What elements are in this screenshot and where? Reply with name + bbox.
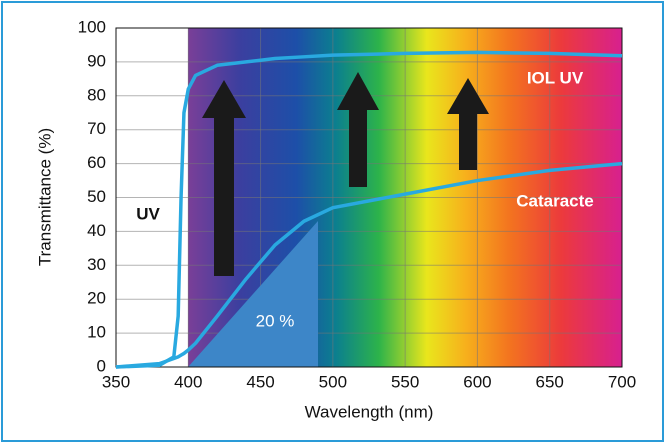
x-tick-label: 700 [608,372,636,391]
y-tick-label: 20 [87,289,106,308]
y-tick-label: 70 [87,119,106,138]
series-label: IOL UV [527,68,584,87]
y-tick-label: 30 [87,255,106,274]
x-tick-label: 350 [102,372,130,391]
y-tick-label: 90 [87,51,106,70]
y-tick-label: 40 [87,221,106,240]
annotation: 20 % [256,311,295,330]
x-tick-label: 650 [536,372,564,391]
x-axis-label: Wavelength (nm) [305,402,434,421]
x-tick-label: 600 [463,372,491,391]
y-tick-label: 10 [87,323,106,342]
x-tick-label: 550 [391,372,419,391]
y-tick-label: 80 [87,85,106,104]
annotation: UV [136,204,160,223]
y-tick-label: 50 [87,187,106,206]
chart: UV 20 % IOL UV Cataracte Wavelength (nm)… [0,0,665,443]
x-tick-label: 450 [246,372,274,391]
x-tick-label: 400 [174,372,202,391]
y-axis-label: Transmittance (%) [35,128,54,266]
x-tick-label: 500 [319,372,347,391]
y-tick-label: 60 [87,153,106,172]
y-tick-label: 100 [78,17,106,36]
series-label: Cataracte [516,191,594,210]
